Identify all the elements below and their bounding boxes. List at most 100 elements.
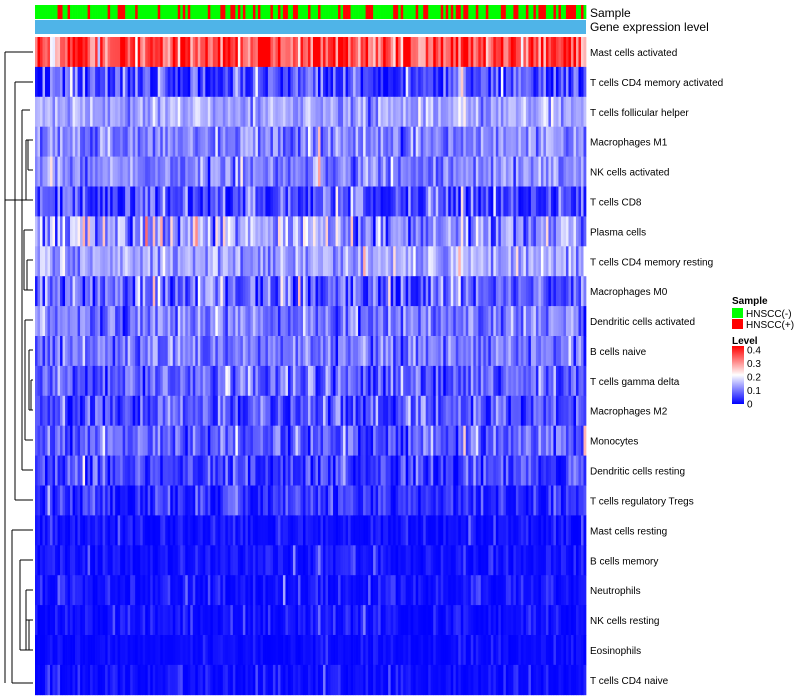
heatmap-cell — [353, 186, 356, 217]
heatmap-cell — [52, 186, 56, 217]
heatmap-cell — [92, 365, 96, 397]
heatmap-cell — [470, 395, 474, 427]
heatmap-cell — [550, 246, 554, 277]
heatmap-cell — [40, 485, 43, 516]
heatmap-cell — [408, 276, 412, 307]
heatmap-cell — [500, 246, 504, 277]
heatmap-cell — [323, 545, 326, 576]
heatmap-cell — [122, 216, 126, 247]
heatmap-cell — [475, 336, 479, 367]
heatmap-cell — [227, 246, 231, 277]
heatmap-cell — [300, 336, 304, 367]
heatmap-cell — [563, 575, 567, 606]
heatmap-cell — [398, 246, 402, 277]
heatmap-cell — [498, 306, 502, 337]
heatmap-cell — [220, 485, 224, 516]
heatmap-cell — [102, 216, 106, 247]
heatmap-cell — [318, 515, 321, 546]
heatmap-cell — [282, 395, 286, 427]
heatmap-cell — [480, 216, 484, 247]
heatmap-cell — [215, 37, 219, 68]
heatmap-cell — [565, 156, 569, 187]
heatmap-cell — [42, 395, 46, 427]
heatmap-cell — [493, 66, 497, 98]
heatmap-cell — [345, 126, 349, 157]
heatmap-cell — [438, 545, 442, 576]
heatmap-cell — [252, 246, 256, 277]
sample-annotation-cell — [368, 5, 371, 19]
heatmap-cell — [560, 96, 564, 128]
heatmap-cell — [150, 605, 154, 636]
heatmap-cell — [150, 216, 154, 247]
heatmap-cell — [575, 37, 579, 68]
heatmap-cell — [433, 336, 437, 367]
heatmap-cell — [483, 156, 487, 187]
heatmap-cell — [380, 575, 384, 606]
heatmap-cell — [405, 545, 409, 576]
heatmap-cell — [157, 96, 161, 128]
heatmap-cell — [395, 545, 399, 576]
heatmap-cell — [57, 664, 61, 696]
heatmap-cell — [112, 485, 116, 516]
heatmap-cell — [267, 216, 271, 247]
sample-annotation-cell — [145, 5, 149, 19]
heatmap-cell — [443, 575, 447, 606]
heatmap-cell — [292, 37, 296, 68]
heatmap-cell — [353, 276, 356, 307]
heatmap-cell — [195, 37, 199, 68]
heatmap-cell — [515, 246, 519, 277]
heatmap-cell — [408, 306, 412, 337]
heatmap-cell — [70, 246, 73, 277]
heatmap-cell — [105, 336, 108, 367]
heatmap-cell — [465, 395, 469, 427]
heatmap-cell — [277, 515, 281, 546]
heatmap-cell — [67, 664, 71, 696]
heatmap-cell — [202, 395, 206, 427]
sample-annotation-cell — [523, 5, 527, 19]
heatmap-cell — [405, 246, 409, 277]
heatmap-cell — [120, 186, 123, 217]
heatmap-cell — [302, 66, 306, 98]
heatmap-cell — [300, 96, 304, 128]
heatmap-cell — [453, 276, 457, 307]
heatmap-cell — [107, 365, 111, 397]
heatmap-cell — [360, 485, 364, 516]
heatmap-cell — [455, 246, 459, 277]
heatmap-cell — [57, 485, 61, 516]
heatmap-cell — [518, 37, 522, 68]
heatmap-cell — [550, 395, 554, 427]
heatmap-cell — [500, 365, 504, 397]
heatmap-cell — [262, 216, 266, 247]
heatmap-cell — [270, 276, 274, 307]
heatmap-cell — [115, 515, 118, 546]
sample-annotation-cell — [513, 5, 517, 19]
heatmap-cell — [520, 395, 524, 427]
heatmap-cell — [270, 515, 274, 546]
heatmap-cell — [315, 96, 319, 128]
heatmap-cell — [300, 246, 304, 277]
heatmap-cell — [440, 126, 444, 157]
sample-annotation-cell — [112, 5, 116, 19]
heatmap-cell — [420, 156, 424, 187]
heatmap-cell — [147, 455, 151, 486]
heatmap-cell — [62, 395, 66, 427]
heatmap-cell — [575, 186, 579, 217]
heatmap-cell — [52, 276, 56, 307]
heatmap-cell — [465, 515, 469, 546]
heatmap-cell — [50, 336, 53, 367]
heatmap-cell — [493, 365, 497, 397]
heatmap-cell — [82, 156, 86, 187]
heatmap-cell — [535, 66, 539, 98]
heatmap-cell — [513, 276, 517, 307]
heatmap-cell — [323, 66, 326, 98]
heatmap-cell — [202, 605, 206, 636]
heatmap-cell — [62, 37, 66, 68]
heatmap-cell — [245, 455, 249, 486]
heatmap-cell — [222, 425, 226, 456]
heatmap-cell — [553, 485, 557, 516]
heatmap-cell — [272, 485, 276, 516]
heatmap-cell — [262, 605, 266, 636]
heatmap-cell — [232, 575, 236, 606]
heatmap-cell — [150, 96, 154, 128]
heatmap-cell — [297, 485, 301, 516]
